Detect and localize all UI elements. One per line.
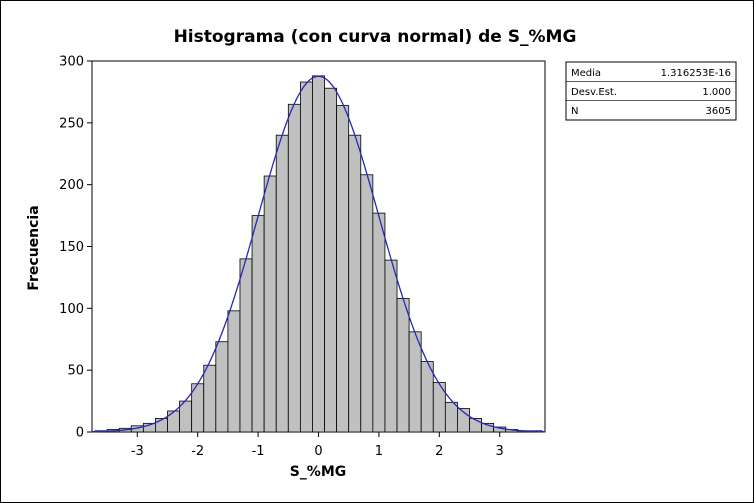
histogram-bar-13 [251,215,265,433]
histogram-bar-20 [336,105,350,433]
y-tick-label: 250 [59,116,84,131]
y-tick-label: 50 [67,364,84,379]
histogram-bar-24 [384,259,398,433]
y-tick-label: 0 [76,426,84,441]
histogram-bar-18 [312,75,325,433]
histogram-bar-10 [215,341,229,433]
histogram-bar-6 [167,410,180,433]
histogram-bar-17 [299,81,313,433]
histogram-bar-21 [348,134,362,433]
histogram-bar-14 [263,175,277,433]
x-axis-label: S_%MG [290,464,347,480]
histogram-bar-16 [287,103,301,433]
normal-curve [91,75,546,433]
x-tick-label: 1 [375,444,383,459]
stats-label-stdev: Desv.Est. [571,87,617,98]
x-tick-label: -2 [191,444,204,459]
stats-box: Media 1.316253E-16 Desv.Est. 1.000 N 360… [565,61,737,121]
histogram-bar-26 [408,331,422,433]
histogram-bar-11 [227,310,241,433]
x-tick-label: -1 [252,444,265,459]
histogram-bar-22 [360,174,374,433]
y-tick-label: 300 [59,55,84,70]
x-tick-label: -3 [131,444,144,459]
stats-value-n: 3605 [706,106,731,117]
chart-title: Histograma (con curva normal) de S_%MG [174,27,577,47]
histogram-bar-27 [420,361,434,433]
y-axis-label: Frecuencia [26,205,42,290]
histogram-bar-23 [372,212,386,433]
histogram-bar-9 [203,364,217,433]
y-tick-label: 200 [59,178,84,193]
stats-label-n: N [571,106,578,117]
x-axis: -3 -2 -1 0 1 2 3 [131,432,504,459]
stats-value-stdev: 1.000 [702,87,731,98]
histogram-bar-12 [239,258,253,433]
histogram-bar-25 [396,298,410,433]
stats-value-mean: 1.316253E-16 [661,68,731,79]
x-tick-label: 3 [496,444,504,459]
x-tick-label: 2 [435,444,443,459]
y-tick-label: 100 [59,302,84,317]
stats-label-mean: Media [571,68,601,79]
histogram-bar-29 [444,401,458,433]
y-axis: 0 50 100 150 200 250 300 [59,55,92,441]
y-tick-label: 150 [59,240,84,255]
x-tick-label: 0 [314,444,322,459]
histogram-bar-15 [275,134,289,433]
histogram-bar-19 [324,87,338,433]
stats-box-border [565,61,737,121]
histogram-bars [94,75,543,433]
